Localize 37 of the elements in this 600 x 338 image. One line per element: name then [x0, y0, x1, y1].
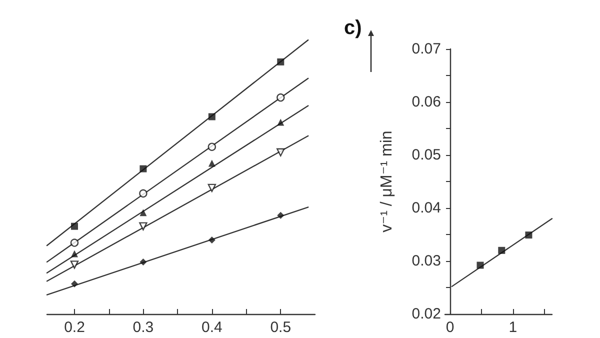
point: [208, 160, 216, 167]
x-tick-label: 0.2: [64, 319, 85, 336]
point: [525, 232, 532, 239]
point: [70, 222, 78, 230]
point: [277, 118, 284, 126]
point: [140, 209, 147, 216]
point: [476, 262, 484, 269]
y-tick-label: 0.06: [412, 94, 441, 110]
point: [140, 165, 147, 172]
point: [139, 189, 148, 198]
y-tick-label: 0.02: [412, 306, 441, 322]
x-tick-label: 1: [508, 319, 518, 336]
point: [277, 58, 284, 66]
x-tick-label: 0.4: [201, 319, 222, 336]
x-tick-label: 0.3: [132, 319, 154, 336]
point: [208, 142, 216, 151]
point: [140, 258, 147, 266]
x-tick-label: 0.5: [270, 319, 292, 336]
point: [208, 113, 216, 120]
point: [276, 148, 285, 156]
point: [277, 212, 284, 219]
point: [498, 246, 506, 254]
point: [276, 93, 285, 102]
point: [70, 250, 78, 258]
y-tick-label: 0.03: [412, 252, 441, 270]
point: [139, 222, 148, 230]
y-tick-label: 0.04: [412, 200, 441, 216]
point: [70, 280, 78, 288]
y-axis-title: v⁻¹ / μM⁻¹ min: [378, 130, 396, 232]
point: [208, 184, 216, 192]
point: [208, 236, 216, 244]
point: [70, 260, 79, 269]
text: c): [344, 17, 362, 39]
y-tick-label: 0.07: [412, 40, 441, 58]
point: [70, 238, 79, 247]
y-tick-label: 0.05: [412, 146, 441, 164]
x-tick-label: 0: [446, 319, 454, 336]
